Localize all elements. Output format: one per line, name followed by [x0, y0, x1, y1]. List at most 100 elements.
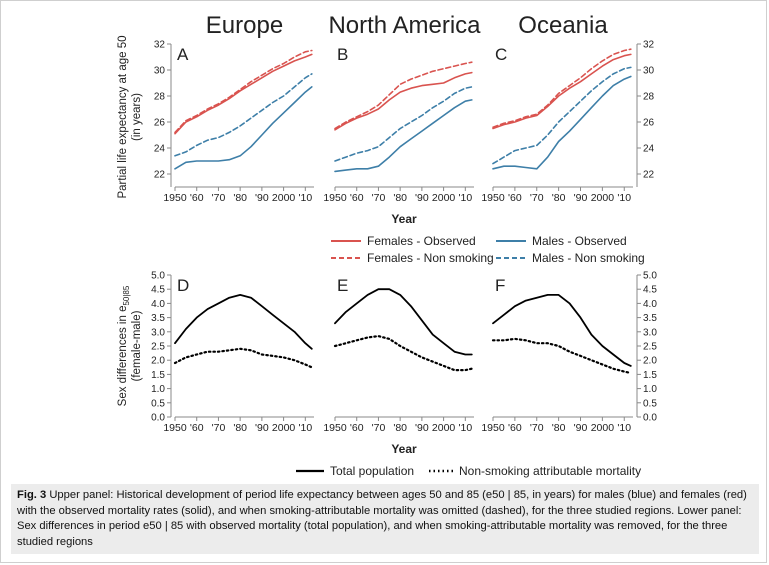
- x-tick-label-f: 2000: [591, 422, 615, 434]
- y-tick-label-d: 4.0: [151, 299, 165, 310]
- x-tick-label-a: 1950: [163, 192, 187, 204]
- series-line-d: [173, 347, 313, 369]
- y-tick-label-a: 24: [154, 144, 166, 155]
- x-tick-label-d: '10: [298, 422, 312, 434]
- caption-text: Upper panel: Historical development of p…: [17, 489, 747, 548]
- y-tick-label-right-c: 32: [643, 40, 655, 51]
- series-line-c: [492, 48, 632, 128]
- x-tick-label-a: '60: [190, 192, 204, 204]
- y-tick-label-d: 4.5: [151, 285, 165, 296]
- x-tick-label-f: '80: [552, 422, 566, 434]
- y-tick-label-right-f: 2.0: [643, 356, 657, 367]
- x-tick-label-d: '80: [233, 422, 247, 434]
- x-tick-label-a: '10: [298, 192, 312, 204]
- x-tick-label-f: '10: [617, 422, 631, 434]
- y-tick-label-a: 22: [154, 170, 166, 181]
- x-tick-label-e: '60: [350, 422, 364, 434]
- caption-label: Fig. 3: [17, 489, 47, 501]
- series-line-a: [174, 49, 313, 134]
- series-line-f: [492, 293, 632, 367]
- x-tick-label-a: '70: [212, 192, 226, 204]
- x-axis-title-bottom: Year: [391, 442, 417, 456]
- y-tick-label-d: 0.5: [151, 398, 165, 409]
- x-tick-label-e: 1950: [323, 422, 347, 434]
- legend-label: Females - Non smoking: [367, 251, 494, 265]
- y-axis-title-top-units: (in years): [131, 93, 143, 141]
- x-tick-label-f: '90: [574, 422, 588, 434]
- panel-label-f: F: [495, 276, 505, 295]
- x-tick-label-a: 2000: [272, 192, 296, 204]
- x-tick-label-c: '90: [574, 192, 588, 204]
- x-axis-title-top: Year: [391, 212, 417, 226]
- series-line-c: [492, 75, 632, 170]
- series-line-a: [174, 73, 313, 157]
- y-tick-label-a: 26: [154, 118, 166, 129]
- y-tick-label-d: 1.0: [151, 384, 165, 395]
- y-tick-label-right-f: 2.5: [643, 342, 657, 353]
- x-tick-label-e: '70: [372, 422, 386, 434]
- series-line-e: [334, 288, 473, 356]
- y-tick-label-right-c: 22: [643, 170, 655, 181]
- region-title: Oceania: [518, 12, 608, 39]
- y-axis-title-top: Partial life expectancy at age 50: [117, 35, 129, 198]
- y-tick-label-d: 0.0: [151, 413, 165, 424]
- x-tick-label-f: 1950: [481, 422, 505, 434]
- x-tick-label-b: 1950: [323, 192, 347, 204]
- figure-caption: Fig. 3 Upper panel: Historical developme…: [11, 484, 759, 554]
- y-tick-label-right-f: 1.5: [643, 370, 657, 381]
- x-tick-label-b: '70: [372, 192, 386, 204]
- x-tick-label-e: '10: [458, 422, 472, 434]
- panel-label-b: B: [337, 45, 348, 64]
- x-tick-label-b: '60: [350, 192, 364, 204]
- y-tick-label-d: 2.0: [151, 356, 165, 367]
- x-tick-label-f: '70: [530, 422, 544, 434]
- x-tick-label-f: '60: [508, 422, 522, 434]
- series-line-a: [174, 53, 313, 135]
- x-tick-label-c: '80: [552, 192, 566, 204]
- x-tick-label-a: '80: [233, 192, 247, 204]
- y-tick-label-a: 28: [154, 92, 166, 103]
- x-tick-label-e: '80: [393, 422, 407, 434]
- x-tick-label-e: '90: [415, 422, 429, 434]
- y-tick-label-right-c: 26: [643, 118, 655, 129]
- y-tick-label-right-f: 3.0: [643, 327, 657, 338]
- panel-label-e: E: [337, 276, 348, 295]
- x-tick-label-d: '60: [190, 422, 204, 434]
- y-tick-label-right-f: 0.0: [643, 413, 657, 424]
- legend-label: Females - Observed: [367, 234, 476, 248]
- series-line-f: [491, 337, 632, 375]
- x-tick-label-b: '10: [458, 192, 472, 204]
- x-tick-label-c: '10: [617, 192, 631, 204]
- series-line-b: [334, 61, 473, 130]
- legend-label: Total population: [330, 464, 414, 478]
- y-tick-label-right-f: 4.5: [643, 285, 657, 296]
- series-line-b: [334, 86, 473, 162]
- region-title: North America: [328, 12, 481, 39]
- series-line-b: [334, 71, 473, 131]
- x-tick-label-d: 2000: [272, 422, 296, 434]
- panel-label-d: D: [177, 276, 189, 295]
- x-tick-label-d: '90: [255, 422, 269, 434]
- panel-label-c: C: [495, 45, 507, 64]
- legend-label: Non-smoking attributable mortality: [459, 464, 641, 478]
- y-axis-title-bottom-units: (female-male): [131, 310, 143, 381]
- x-tick-label-d: '70: [212, 422, 226, 434]
- y-tick-label-right-c: 30: [643, 66, 655, 77]
- y-tick-label-right-f: 5.0: [643, 271, 657, 282]
- y-tick-label-right-f: 1.0: [643, 384, 657, 395]
- x-tick-label-c: 2000: [591, 192, 615, 204]
- x-tick-label-a: '90: [255, 192, 269, 204]
- y-tick-label-d: 3.5: [151, 313, 165, 324]
- y-tick-label-right-f: 4.0: [643, 299, 657, 310]
- legend-label: Males - Observed: [532, 234, 627, 248]
- region-title: Europe: [206, 12, 283, 39]
- y-tick-label-d: 5.0: [151, 271, 165, 282]
- y-tick-label-a: 30: [154, 66, 166, 77]
- series-line-b: [334, 99, 473, 173]
- panel-label-a: A: [177, 45, 189, 64]
- x-tick-label-b: 2000: [432, 192, 456, 204]
- x-tick-label-c: 1950: [481, 192, 505, 204]
- series-line-a: [174, 86, 313, 170]
- x-tick-label-c: '60: [508, 192, 522, 204]
